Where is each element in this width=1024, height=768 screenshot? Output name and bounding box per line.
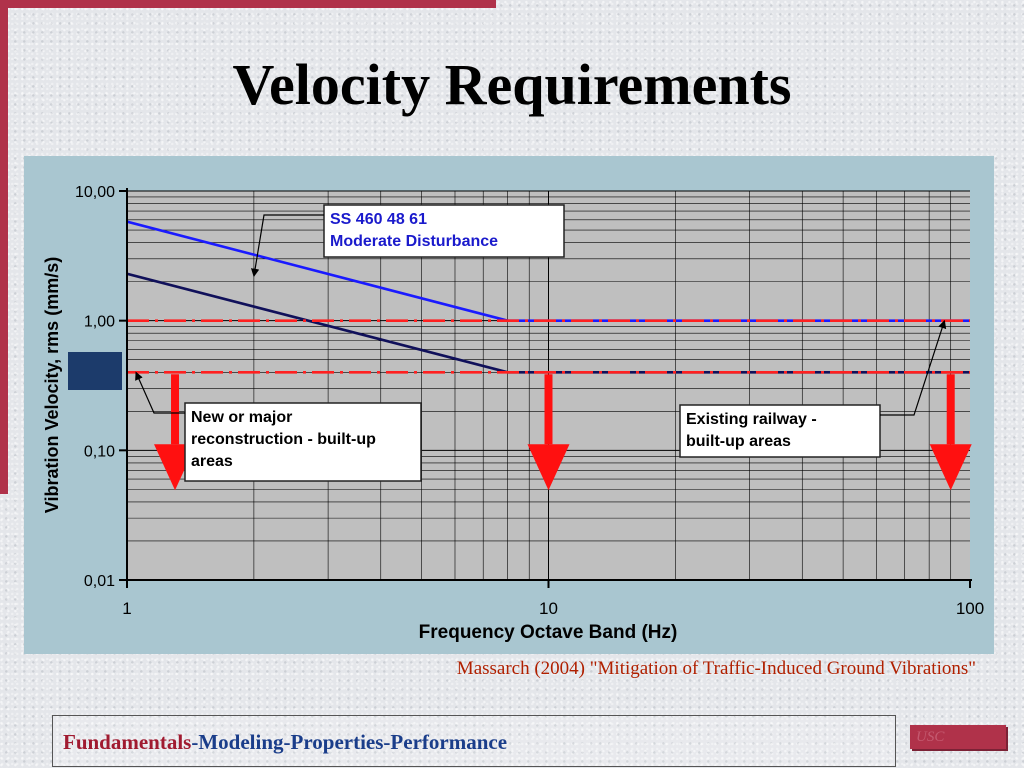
velocity-chart: 1 10 100 10,00 1,00 0,10 0,01 SS 460 48 61 Mode… [42,184,984,643]
annotation-box [184,402,422,482]
annotation-text: reconstruction - built-up [191,431,376,448]
annotation-text: Existing railway - [686,411,817,428]
y-tick-label: 1,00 [84,314,115,331]
decorative-side-block [68,352,122,390]
y-tick-label: 0,10 [84,443,115,460]
x-tick-label: 1 [122,599,131,618]
y-tick-label: 10,00 [75,184,115,201]
down-arrow-shaft [946,374,955,445]
annotation-box [323,204,565,258]
axes [119,188,972,588]
annotation-text: built-up areas [686,433,791,450]
x-axis-label: Frequency Octave Band (Hz) [419,622,678,643]
down-arrow-shaft [171,374,180,445]
usc-badge: USC [910,725,1006,749]
annotation-box [679,404,881,458]
annotation-text: SS 460 48 61 [330,211,427,228]
footer-box: Fundamentals-Modeling-Properties-Perform… [52,715,896,767]
data-series [126,220,970,374]
annotation-leader [250,214,324,278]
x-tick-label: 100 [956,599,984,618]
annotation-leader [135,371,185,414]
slide-title: Velocity Requirements [232,52,792,117]
annotations: SS 460 48 61 Moderate Disturbance New or m… [135,204,947,482]
annotation-text: Moderate Disturbance [330,233,498,250]
down-arrow-shaft [544,374,553,445]
annotation-text: areas [191,453,233,470]
footer-text: Fundamentals-Modeling-Properties-Perform… [63,730,507,755]
citation: Massarch (2004) "Mitigation of Traffic-I… [456,658,976,679]
down-arrow-head [929,444,972,491]
footer-fundamentals: Fundamentals [63,730,192,754]
y-tick-label: 0,01 [84,573,115,590]
x-tick-label: 10 [539,599,558,618]
annotation-text: New or major [191,409,292,426]
left-accent-bar [0,0,8,494]
annotation-leader [880,319,947,416]
tick-labels: 1 10 100 10,00 1,00 0,10 0,01 [75,184,984,618]
down-arrow-head [527,444,570,491]
top-accent-bar [0,0,496,8]
footer-topics: -Modeling-Properties-Performance [191,730,508,754]
y-axis-label: Vibration Velocity, rms (mm/s) [42,257,62,513]
